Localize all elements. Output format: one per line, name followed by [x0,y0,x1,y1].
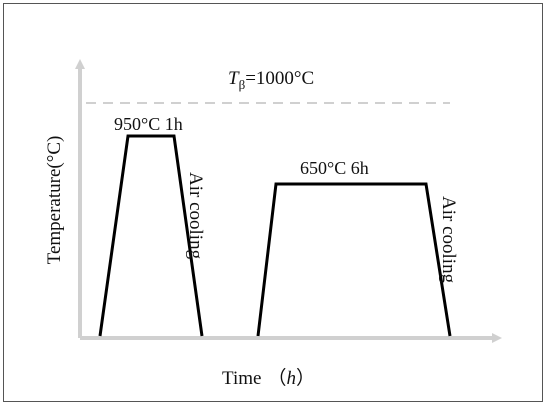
beta-transus-label: Tβ=1000°C [228,68,314,92]
stage-2-profile [256,182,452,337]
figure-frame [3,3,543,402]
stage-1-profile [98,134,204,337]
beta-transus-value: =1000°C [245,68,314,89]
y-axis-label: Temperature(°C) [44,136,65,265]
beta-transus-subscript: β [239,77,246,92]
x-axis-label-close-paren: ） [296,367,315,389]
x-axis-label-unit: h [286,368,296,389]
stage-2-hold-label: 650°C 6h [300,158,369,178]
beta-transus-symbol: T [228,68,240,89]
stage-1-hold-label: 950°C 1h [114,114,183,134]
x-axis-label: Time （h） [222,367,315,389]
stage-2-cooling-label: Air cooling [438,196,459,284]
x-axis-label-open-paren: （ [267,367,286,389]
stage-1-cooling-label: Air cooling [185,172,206,260]
x-axis-label-main: Time [222,368,261,389]
